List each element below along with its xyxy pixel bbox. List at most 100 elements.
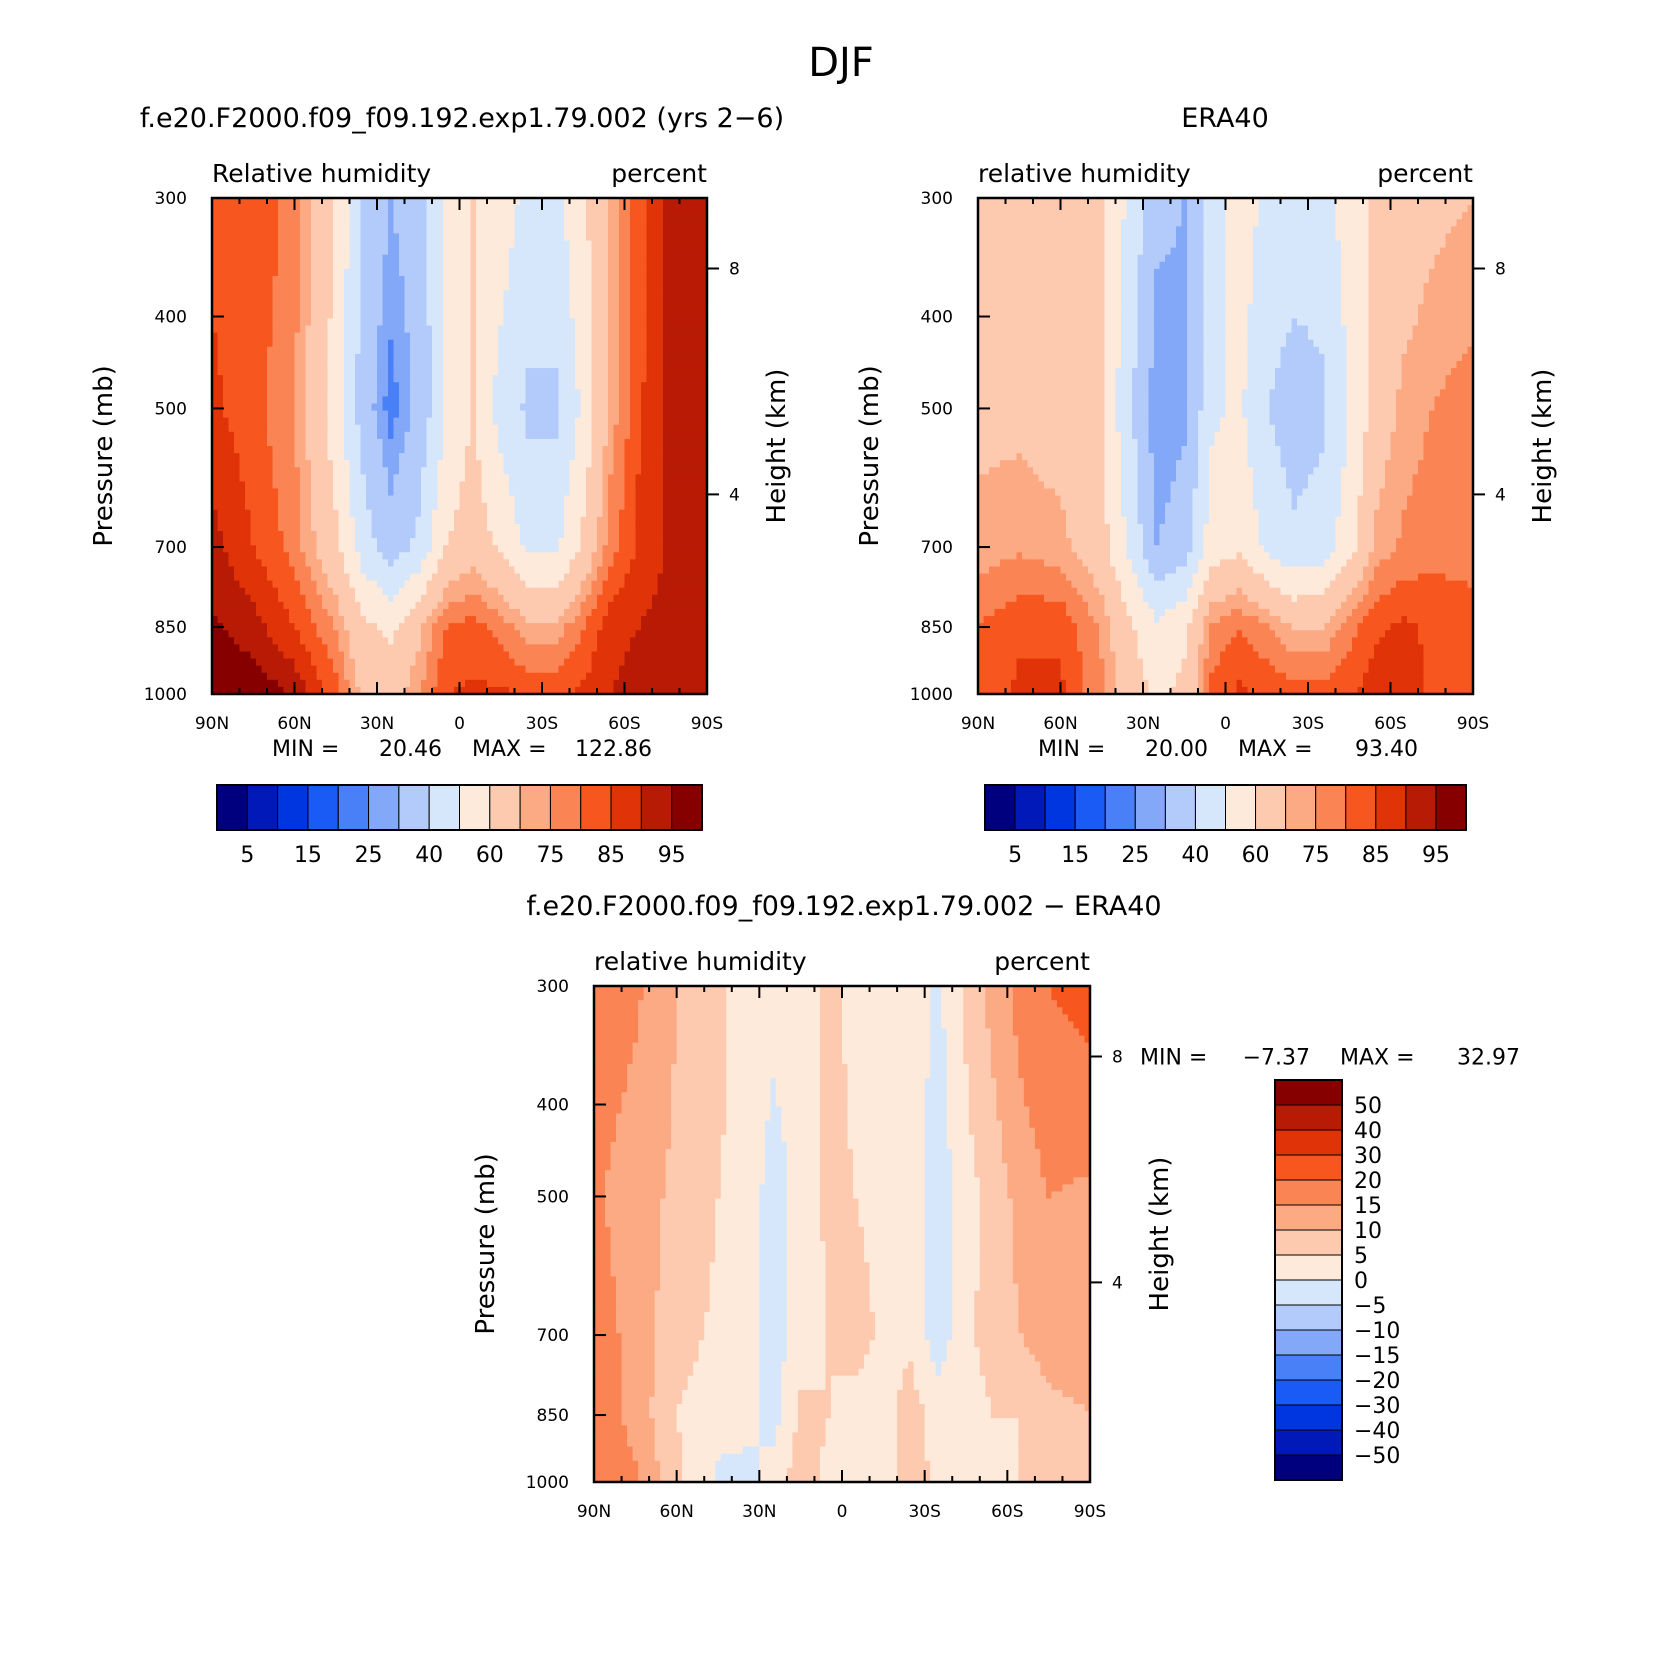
heatmap-cell — [476, 360, 483, 369]
heatmap-cell — [586, 396, 593, 405]
heatmap-cell — [267, 417, 274, 426]
heatmap-cell — [646, 523, 653, 532]
heatmap-cell — [459, 360, 466, 369]
heatmap-cell — [646, 290, 653, 298]
heatmap-cell — [575, 424, 582, 433]
heatmap-cell — [498, 566, 505, 575]
heatmap-cell — [399, 382, 406, 390]
heatmap-cell — [591, 368, 598, 376]
heatmap-cell — [228, 261, 235, 270]
heatmap-cell — [520, 516, 527, 525]
heatmap-cell — [393, 474, 400, 483]
heatmap-cell — [608, 233, 615, 242]
heatmap-cell — [267, 339, 274, 348]
heatmap-cell — [690, 474, 697, 483]
heatmap-cell — [476, 552, 483, 560]
heatmap-cell — [382, 446, 389, 454]
heatmap-cell — [261, 552, 268, 560]
heatmap-cell — [635, 283, 642, 291]
heatmap-cell — [355, 283, 362, 291]
heatmap-cell — [278, 559, 285, 568]
heatmap-cell — [531, 325, 538, 334]
heatmap-cell — [619, 304, 626, 312]
heatmap-cell — [602, 247, 609, 256]
heatmap-cell — [608, 382, 615, 390]
heatmap-cell — [355, 566, 362, 575]
heatmap-cell — [415, 254, 422, 263]
heatmap-cell — [344, 261, 351, 270]
heatmap-cell — [624, 233, 631, 242]
heatmap-cell — [316, 509, 323, 518]
heatmap-cell — [272, 431, 279, 440]
heatmap-cell — [569, 226, 576, 235]
heatmap-cell — [399, 424, 406, 433]
heatmap-cell — [377, 580, 384, 589]
heatmap-cell — [553, 325, 560, 334]
heatmap-cell — [234, 474, 241, 483]
heatmap-cell — [558, 226, 565, 235]
heatmap-cell — [261, 198, 268, 206]
heatmap-cell — [443, 481, 450, 490]
heatmap-cell — [289, 261, 296, 270]
heatmap-cell — [481, 389, 488, 397]
heatmap-cell — [569, 311, 576, 320]
heatmap-cell — [360, 474, 367, 483]
heatmap-cell — [602, 311, 609, 320]
heatmap-cell — [492, 283, 499, 291]
heatmap-cell — [239, 417, 246, 426]
heatmap-cell — [514, 240, 521, 249]
heatmap-cell — [426, 212, 433, 220]
heatmap-cell — [696, 502, 703, 511]
heatmap-cell — [657, 481, 664, 490]
heatmap-cell — [575, 226, 582, 235]
heatmap-cell — [388, 290, 395, 298]
heatmap-cell — [701, 396, 708, 405]
heatmap-cell — [520, 573, 527, 582]
heatmap-cell — [564, 417, 571, 426]
heatmap-cell — [641, 431, 648, 440]
heatmap-cell — [294, 453, 301, 461]
heatmap-cell — [245, 205, 252, 213]
heatmap-cell — [322, 339, 329, 348]
heatmap-cell — [591, 509, 598, 518]
heatmap-cell — [619, 346, 626, 355]
heatmap-cell — [272, 474, 279, 483]
heatmap-cell — [228, 346, 235, 355]
heatmap-cell — [410, 460, 417, 468]
heatmap-cell — [448, 467, 455, 475]
heatmap-cell — [657, 290, 664, 298]
heatmap-cell — [591, 410, 598, 419]
heatmap-cell — [311, 410, 318, 419]
heatmap-cell — [432, 545, 439, 553]
heatmap-cell — [448, 559, 455, 568]
heatmap-cell — [602, 233, 609, 242]
heatmap-cell — [525, 198, 532, 206]
heatmap-cell — [608, 339, 615, 348]
heatmap-cell — [514, 460, 521, 468]
heatmap-cell — [492, 481, 499, 490]
heatmap-cell — [514, 212, 521, 220]
heatmap-cell — [646, 247, 653, 256]
heatmap-cell — [679, 495, 686, 504]
heatmap-cell — [668, 424, 675, 433]
heatmap-cell — [685, 531, 692, 539]
heatmap-cell — [685, 353, 692, 362]
heatmap-cell — [470, 410, 477, 419]
heatmap-cell — [602, 516, 609, 525]
heatmap-cell — [641, 502, 648, 511]
heatmap-cell — [553, 219, 560, 227]
heatmap-cell — [635, 488, 642, 497]
heatmap-cell — [272, 523, 279, 532]
heatmap-cell — [547, 368, 554, 376]
heatmap-cell — [327, 247, 334, 256]
heatmap-cell — [487, 360, 494, 369]
heatmap-cell — [366, 403, 373, 412]
heatmap-cell — [520, 403, 527, 412]
heatmap-cell — [448, 325, 455, 334]
heatmap-cell — [250, 516, 257, 525]
heatmap-cell — [267, 353, 274, 362]
heatmap-cell — [234, 559, 241, 568]
heatmap-cell — [399, 396, 406, 405]
heatmap-cell — [492, 495, 499, 504]
heatmap-cell — [685, 368, 692, 376]
